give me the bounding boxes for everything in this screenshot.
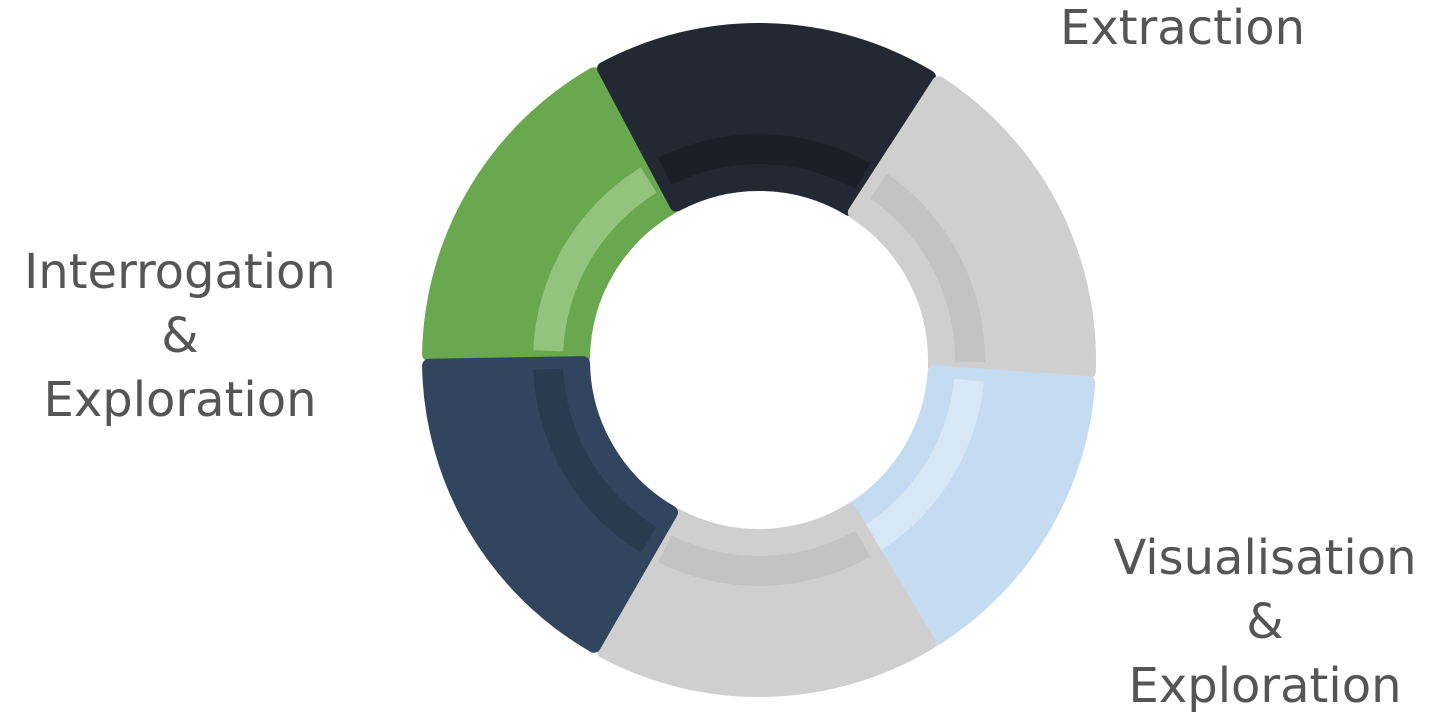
label-extraction: Extraction <box>1060 0 1305 60</box>
ring-segment-dark-inner-band <box>658 133 871 190</box>
ring-segment-right-gray-body <box>847 76 1096 379</box>
label-visualisation-exploration: Visualisation & Exploration <box>1100 526 1430 718</box>
ring-segment-green-body <box>422 67 678 364</box>
ring-segment-right-gray-inner-band <box>870 173 985 362</box>
label-visualisation-line-2: & <box>1246 594 1284 650</box>
label-interrogation-line-2: & <box>161 308 199 364</box>
ring-segment-light-blue-inner-band <box>852 378 984 559</box>
ring-segment-navy-inner-band <box>533 368 657 553</box>
ring-segment-dark <box>597 23 936 217</box>
label-interrogation-line-3: Exploration <box>43 372 317 428</box>
ring-segment-right-gray <box>847 76 1096 379</box>
label-interrogation-exploration: Interrogation & Exploration <box>10 240 350 432</box>
label-interrogation-line-1: Interrogation <box>24 244 336 300</box>
ring-segment-navy-body <box>422 356 678 653</box>
ring-segment-navy <box>422 356 678 653</box>
label-extraction-line-1: Extraction <box>1060 0 1306 56</box>
ring-segment-green <box>422 67 678 364</box>
ring-segments <box>422 23 1096 697</box>
label-visualisation-line-3: Exploration <box>1128 658 1402 714</box>
ring-segment-left-gray-inner-band <box>658 530 871 587</box>
label-visualisation-line-1: Visualisation <box>1113 530 1417 586</box>
ring-segment-left-gray <box>597 503 936 697</box>
ring-segment-green-inner-band <box>533 167 657 352</box>
